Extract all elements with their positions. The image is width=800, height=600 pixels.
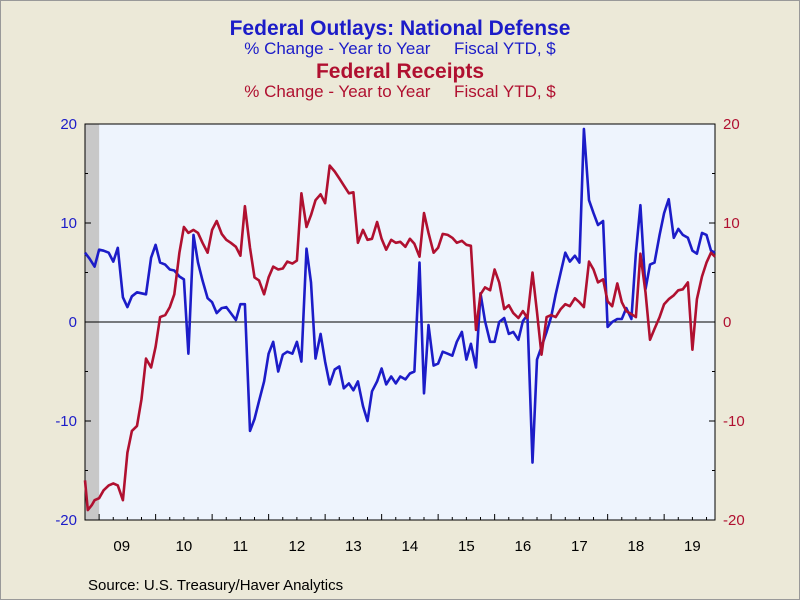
- x-tick-label: 15: [458, 538, 475, 555]
- y-right-tick-label: 10: [723, 215, 740, 232]
- y-left-tick-label: -20: [55, 512, 77, 529]
- x-tick-label: 12: [289, 538, 306, 555]
- series-line-outlays: [83, 127, 716, 464]
- x-tick-label: 14: [402, 538, 419, 555]
- x-tick-label: 16: [515, 538, 532, 555]
- source-note: Source: U.S. Treasury/Haver Analytics: [88, 577, 344, 594]
- y-left-tick-label: 0: [69, 314, 77, 331]
- y-left-tick-label: 10: [60, 215, 77, 232]
- x-tick-label: 10: [176, 538, 193, 555]
- x-tick-label: 09: [113, 538, 130, 555]
- x-tick-label: 13: [345, 538, 362, 555]
- y-right-tick-label: 0: [723, 314, 731, 331]
- y-right-tick-label: -10: [723, 413, 745, 430]
- series-line-receipts: [83, 164, 716, 512]
- x-tick-label: 17: [571, 538, 588, 555]
- y-right-tick-label: 20: [723, 116, 740, 133]
- x-tick-label: 11: [233, 538, 249, 555]
- y-left-tick-label: 20: [60, 116, 77, 133]
- chart-title-outlays: Federal Outlays: National Defense: [229, 17, 571, 40]
- chart-subtitle-outlays: % Change - Year to Year Fiscal YTD, $: [244, 39, 556, 58]
- y-left-tick-label: -10: [55, 413, 77, 430]
- chart-subtitle-receipts: % Change - Year to Year Fiscal YTD, $: [244, 82, 556, 101]
- chart-titles: Federal Outlays: National Defense % Chan…: [0, 18, 800, 100]
- y-right-tick-label: -20: [723, 512, 745, 529]
- x-tick-label: 18: [628, 538, 645, 555]
- x-tick-label: 19: [684, 538, 701, 555]
- chart-title-receipts: Federal Receipts: [315, 60, 485, 83]
